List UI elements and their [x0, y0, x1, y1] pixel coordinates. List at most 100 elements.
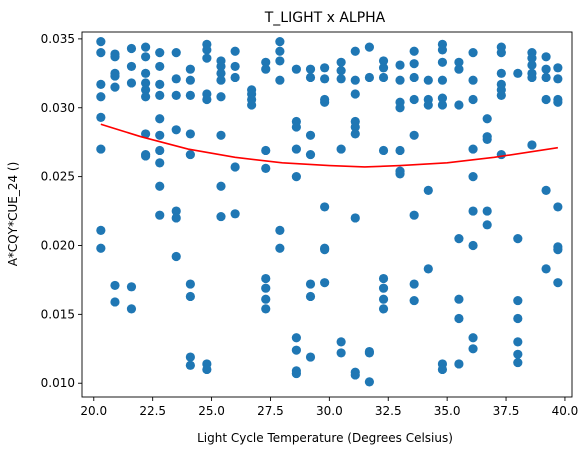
- data-point: [292, 172, 301, 181]
- data-point: [527, 140, 536, 149]
- data-point: [541, 95, 550, 104]
- data-point: [275, 37, 284, 46]
- data-point: [365, 73, 374, 82]
- data-point: [202, 365, 211, 374]
- data-point: [395, 103, 404, 112]
- data-point: [216, 212, 225, 221]
- data-point: [541, 264, 550, 273]
- data-point: [424, 100, 433, 109]
- data-point: [513, 296, 522, 305]
- data-point: [320, 245, 329, 254]
- data-point: [155, 158, 164, 167]
- y-tick-label: 0.025: [41, 170, 75, 184]
- data-point: [110, 281, 119, 290]
- data-point: [379, 63, 388, 72]
- y-tick-label: 0.020: [41, 238, 75, 252]
- data-point: [527, 73, 536, 82]
- data-point: [468, 95, 477, 104]
- data-point: [438, 100, 447, 109]
- data-point: [127, 282, 136, 291]
- data-point: [155, 114, 164, 123]
- data-point: [454, 65, 463, 74]
- data-point: [424, 186, 433, 195]
- data-point: [424, 76, 433, 85]
- data-point: [454, 295, 463, 304]
- data-point: [127, 44, 136, 53]
- data-point: [454, 234, 463, 243]
- y-tick-label: 0.015: [41, 307, 75, 321]
- data-point: [96, 113, 105, 122]
- data-point: [292, 65, 301, 74]
- x-tick-label: 40.0: [552, 404, 579, 418]
- data-point: [351, 76, 360, 85]
- data-point: [306, 292, 315, 301]
- data-point: [497, 91, 506, 100]
- data-point: [186, 91, 195, 100]
- data-point: [454, 100, 463, 109]
- data-point: [553, 245, 562, 254]
- data-point: [292, 122, 301, 131]
- data-point: [110, 52, 119, 61]
- data-point: [410, 95, 419, 104]
- plot-area: 20.0 22.5 25.0 27.5 30.0 32.5 35.0 37.5 40.0 0.01…: [41, 32, 579, 418]
- data-point: [468, 333, 477, 342]
- data-point: [527, 60, 536, 69]
- data-point: [275, 244, 284, 253]
- data-point: [379, 284, 388, 293]
- data-point: [483, 206, 492, 215]
- data-point: [172, 252, 181, 261]
- y-tick-label: 0.010: [41, 376, 75, 390]
- data-point: [306, 65, 315, 74]
- data-point: [155, 48, 164, 57]
- data-point: [186, 129, 195, 138]
- data-point: [96, 48, 105, 57]
- data-point: [186, 361, 195, 370]
- data-point: [141, 69, 150, 78]
- data-point: [337, 348, 346, 357]
- data-point: [379, 146, 388, 155]
- x-tick-label: 32.5: [375, 404, 402, 418]
- data-point: [454, 359, 463, 368]
- data-point: [320, 202, 329, 211]
- data-point: [497, 69, 506, 78]
- data-point: [231, 47, 240, 56]
- data-point: [438, 58, 447, 67]
- data-point: [306, 131, 315, 140]
- data-point: [186, 150, 195, 159]
- data-point: [438, 45, 447, 54]
- data-point: [172, 48, 181, 57]
- data-point: [483, 114, 492, 123]
- data-point: [513, 69, 522, 78]
- y-tick-label: 0.030: [41, 101, 75, 115]
- data-point: [275, 56, 284, 65]
- data-point: [337, 66, 346, 75]
- data-point: [186, 76, 195, 85]
- data-point: [247, 100, 256, 109]
- data-point: [483, 220, 492, 229]
- data-point: [155, 62, 164, 71]
- data-point: [365, 348, 374, 357]
- data-point: [306, 150, 315, 159]
- data-point: [127, 62, 136, 71]
- data-point: [351, 47, 360, 56]
- data-point: [231, 73, 240, 82]
- data-point: [292, 346, 301, 355]
- data-point: [96, 80, 105, 89]
- data-point: [96, 37, 105, 46]
- data-point: [186, 352, 195, 361]
- x-tick-label: 27.5: [257, 404, 284, 418]
- data-point: [497, 48, 506, 57]
- data-point: [468, 172, 477, 181]
- data-point: [320, 98, 329, 107]
- data-point: [468, 206, 477, 215]
- data-point: [379, 304, 388, 313]
- data-point: [216, 131, 225, 140]
- data-point: [292, 333, 301, 342]
- data-point: [379, 73, 388, 82]
- data-point: [410, 279, 419, 288]
- data-point: [275, 226, 284, 235]
- data-point: [202, 45, 211, 54]
- data-point: [553, 74, 562, 83]
- data-point: [513, 337, 522, 346]
